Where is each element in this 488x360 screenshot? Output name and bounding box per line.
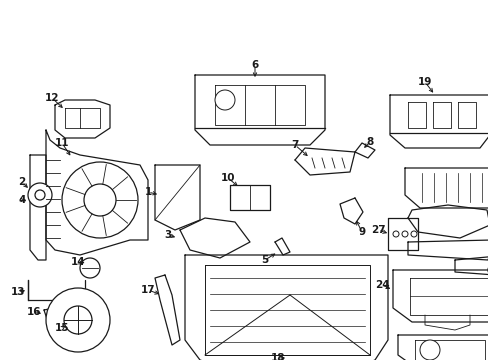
Polygon shape [407,205,488,238]
Circle shape [410,231,416,237]
Circle shape [84,184,116,216]
Polygon shape [44,308,58,322]
Text: 15: 15 [55,323,69,333]
Circle shape [215,90,235,110]
Text: 17: 17 [141,285,155,295]
Circle shape [419,340,439,360]
Text: 18: 18 [270,353,285,360]
Text: 14: 14 [71,257,85,267]
Polygon shape [354,143,374,158]
Polygon shape [155,165,200,230]
Polygon shape [389,95,488,148]
Text: 7: 7 [291,140,298,150]
Polygon shape [274,238,289,255]
Polygon shape [180,218,249,258]
Polygon shape [46,130,148,255]
Text: 27: 27 [370,225,385,235]
Circle shape [80,258,100,278]
Text: 13: 13 [11,287,25,297]
Polygon shape [387,218,417,250]
Text: 24: 24 [374,280,388,290]
Polygon shape [155,275,180,345]
Text: 5: 5 [261,255,268,265]
Circle shape [401,231,407,237]
Circle shape [35,190,45,200]
Text: 4: 4 [18,195,26,205]
Circle shape [62,162,138,238]
Text: 16: 16 [27,307,41,317]
Text: 3: 3 [164,230,171,240]
Circle shape [487,264,488,276]
Polygon shape [184,255,387,360]
Polygon shape [55,100,110,138]
Polygon shape [195,75,325,145]
Polygon shape [454,256,488,275]
Text: 1: 1 [144,187,151,197]
Polygon shape [397,335,488,360]
Polygon shape [30,155,46,260]
Text: 8: 8 [366,137,373,147]
Circle shape [46,288,110,352]
Text: 19: 19 [417,77,431,87]
Circle shape [392,231,398,237]
Text: 2: 2 [19,177,25,187]
Polygon shape [404,168,488,208]
Text: 6: 6 [251,60,258,70]
Text: 11: 11 [55,138,69,148]
Circle shape [64,306,92,334]
Text: 9: 9 [358,227,365,237]
Polygon shape [339,198,362,224]
Polygon shape [392,270,488,322]
Text: 10: 10 [220,173,235,183]
Circle shape [28,183,52,207]
Polygon shape [407,240,488,260]
Polygon shape [294,148,354,175]
Polygon shape [229,185,269,210]
Text: 12: 12 [45,93,59,103]
